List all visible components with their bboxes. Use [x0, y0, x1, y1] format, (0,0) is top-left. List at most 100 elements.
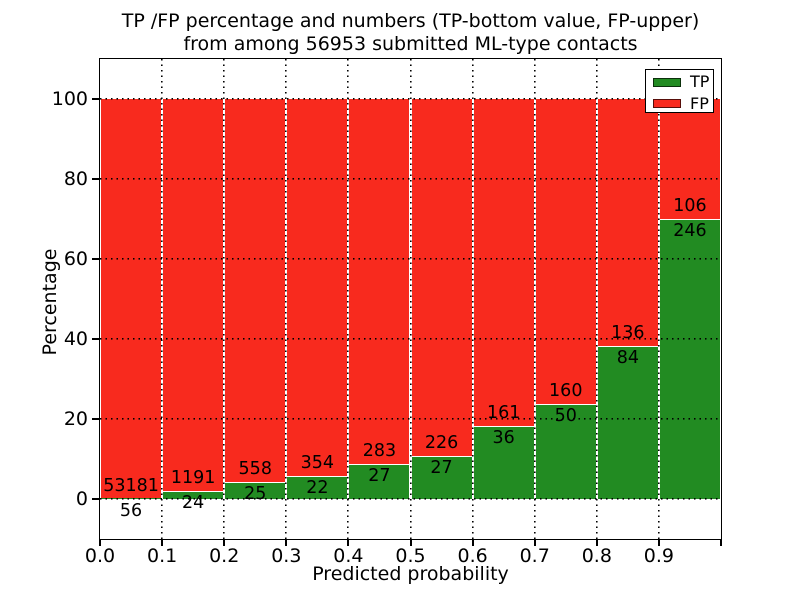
x-axis-tick: [471, 539, 474, 546]
x-tick-label: 0.3: [271, 545, 302, 567]
x-tick-label: 0.4: [333, 545, 364, 567]
y-axis-tick: [92, 338, 99, 340]
bar-segment-fp: [101, 99, 162, 499]
bar-label-tp: 246: [673, 221, 707, 242]
y-tick-label: 100: [51, 88, 88, 110]
bar-segment-fp: [287, 99, 348, 476]
bar-label-tp: 36: [492, 427, 515, 448]
y-tick-label: 0: [75, 488, 88, 510]
legend-label-tp: TP: [690, 72, 710, 91]
gridline-vertical: [657, 59, 660, 539]
bar-label-tp: 56: [119, 500, 143, 521]
chart-title-line-1: TP /FP percentage and numbers (TP-bottom…: [121, 10, 700, 32]
bar-label-tp: 27: [430, 458, 453, 479]
bar-segment-fp: [535, 99, 596, 404]
x-tick-label: 0.2: [209, 545, 240, 567]
bar-label-fp: 53181: [103, 475, 159, 496]
x-axis-tick: [161, 539, 164, 546]
legend: TP FP: [645, 69, 714, 113]
bar-6: [472, 99, 535, 499]
bar-label-fp: 226: [424, 433, 459, 454]
y-axis-tick: [92, 498, 99, 500]
bar-3: [286, 99, 349, 499]
y-axis-tick: [92, 98, 99, 100]
y-tick-label: 80: [63, 168, 88, 190]
x-axis-tick: [720, 539, 722, 546]
bar-label-fp: 558: [238, 458, 272, 479]
bar-8: [596, 99, 659, 499]
bar-label-fp: 161: [486, 402, 521, 423]
x-tick-label: 0.8: [581, 545, 612, 567]
bar-label-tp: 27: [368, 466, 391, 487]
fp-legend-swatch-icon: [653, 99, 681, 108]
gridline-vertical: [471, 59, 474, 539]
legend-entry-tp: TP: [646, 73, 713, 92]
bar-segment-fp: [349, 99, 410, 465]
bar-label-tp: 25: [244, 483, 267, 504]
bar-label-fp: 136: [611, 323, 645, 344]
gridline-vertical: [533, 59, 536, 539]
y-tick-label: 40: [63, 328, 88, 350]
x-axis-tick: [99, 539, 101, 546]
y-tick-label: 60: [63, 248, 88, 270]
gridline-vertical: [223, 59, 226, 539]
gridline-vertical: [285, 59, 288, 539]
bar-9: [658, 99, 721, 499]
bar-1: [162, 99, 225, 499]
bar-segment-tp: [597, 346, 658, 499]
x-tick-label: 0.6: [457, 545, 488, 567]
x-tick-label: 0.9: [643, 545, 674, 567]
x-axis-tick: [657, 539, 660, 546]
x-tick-label: 0.1: [146, 545, 178, 567]
bar-segment-tp: [659, 219, 720, 499]
gridline-vertical: [161, 59, 164, 539]
bar-label-tp: 84: [616, 348, 639, 369]
x-axis-tick: [595, 539, 598, 546]
bar-segment-tp: [473, 425, 534, 499]
bar-segment-tp: [287, 475, 348, 499]
x-tick-label: 0.0: [84, 545, 116, 567]
plot-area: [100, 59, 721, 539]
bar-segment-tp: [163, 491, 224, 499]
x-axis-label: Predicted probability: [312, 563, 509, 585]
y-tick-label: 20: [63, 408, 88, 430]
tp-legend-swatch-icon: [653, 77, 681, 87]
x-axis-tick: [285, 539, 288, 546]
legend-label-fp: FP: [690, 93, 709, 113]
y-axis-tick: [92, 258, 99, 260]
bar-segment-tp: [411, 456, 472, 499]
bar-segment-fp: [659, 99, 720, 220]
x-axis-tick: [223, 539, 226, 546]
gridline-vertical: [347, 59, 350, 539]
bar-label-tp: 22: [306, 477, 329, 498]
bar-segment-fp: [411, 99, 472, 457]
bar-segment-fp: [597, 99, 658, 347]
x-axis-tick: [347, 539, 350, 546]
bar-label-fp: 160: [549, 380, 583, 401]
gridline-vertical: [409, 59, 412, 539]
bar-label-fp: 283: [362, 441, 397, 462]
bar-segment-fp: [473, 99, 534, 426]
chart-title-line-2: from among 56953 submitted ML-type conta…: [183, 33, 638, 55]
y-axis-tick: [92, 418, 99, 420]
bar-0: [100, 99, 163, 499]
bar-label-fp: 354: [300, 452, 335, 473]
bar-label-tp: 24: [182, 493, 205, 514]
bar-label-fp: 1191: [170, 468, 216, 489]
bar-segment-tp: [225, 481, 286, 499]
legend-entry-fp: FP: [646, 94, 713, 113]
bar-2: [224, 99, 287, 499]
x-tick-label: 0.7: [519, 545, 550, 567]
gridline-vertical: [595, 59, 598, 539]
bar-7: [534, 99, 597, 499]
bar-segment-fp: [163, 99, 224, 492]
x-axis-tick: [533, 539, 536, 546]
bar-segment-fp: [225, 99, 286, 482]
x-axis-tick: [409, 539, 412, 546]
y-axis-tick: [92, 178, 99, 180]
bar-label-fp: 106: [673, 196, 707, 217]
bar-label-tp: 50: [554, 405, 577, 426]
x-tick-label: 0.5: [395, 545, 426, 567]
bar-segment-tp: [349, 464, 410, 499]
